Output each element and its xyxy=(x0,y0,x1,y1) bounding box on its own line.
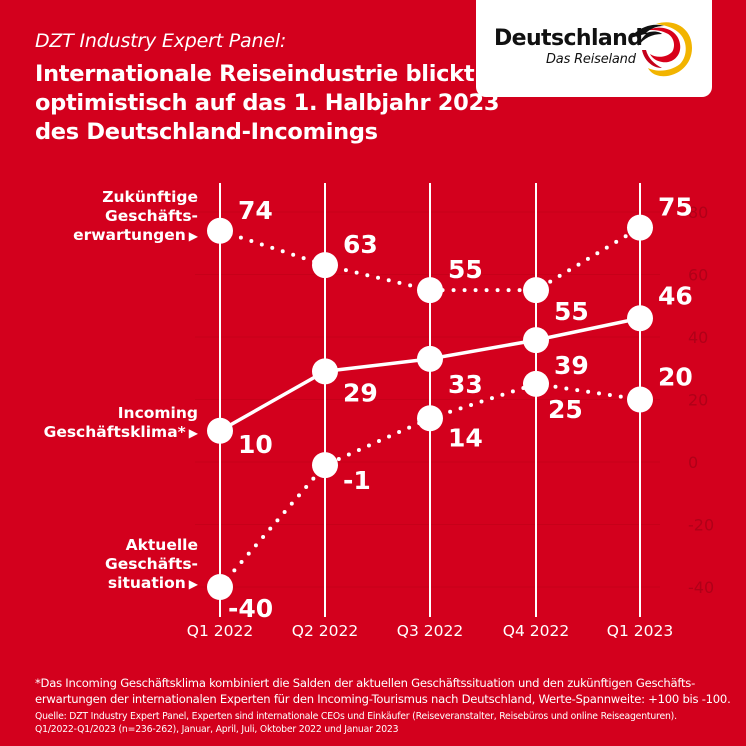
data-label: -40 xyxy=(228,594,273,623)
data-point xyxy=(417,345,443,372)
series-label-expectations: Zukünftige Geschäfts- erwartungen ▶ xyxy=(73,188,198,246)
data-label: 14 xyxy=(448,423,483,452)
footnote-line: erwartungen der internationalen Experten… xyxy=(35,691,731,706)
data-label: 20 xyxy=(658,363,693,392)
data-point xyxy=(523,277,549,304)
y-tick-label: -20 xyxy=(688,516,714,535)
data-point xyxy=(523,370,549,397)
x-tick-label: Q2 2022 xyxy=(292,622,358,640)
data-label: 46 xyxy=(658,281,693,310)
data-label: -1 xyxy=(343,466,371,495)
x-tick-label: Q1 2022 xyxy=(187,622,253,640)
y-tick-label: 60 xyxy=(688,266,708,285)
data-point xyxy=(312,452,338,479)
data-label: 10 xyxy=(238,430,273,459)
arrow-right-icon: ▶ xyxy=(188,577,198,591)
data-point xyxy=(627,305,653,332)
data-label: 25 xyxy=(548,395,583,424)
y-tick-label: -40 xyxy=(688,578,714,597)
data-label: 39 xyxy=(554,351,589,380)
data-point xyxy=(207,217,233,244)
source-line: Q1/2022-Q1/2023 (n=236-262), Januar, Apr… xyxy=(35,723,399,735)
data-point xyxy=(627,386,653,413)
panel-kicker: DZT Industry Expert Panel: xyxy=(35,30,287,52)
data-label: 75 xyxy=(658,193,693,222)
title-line: Internationale Reiseindustrie blickt xyxy=(35,61,475,87)
label-line: Incoming xyxy=(117,404,198,422)
label-line: erwartungen xyxy=(73,226,186,244)
label-line: Zukünftige xyxy=(102,188,198,206)
title-line: des Deutschland-Incomings xyxy=(35,119,378,145)
data-point xyxy=(417,405,443,432)
y-tick-label: 80 xyxy=(688,203,708,222)
data-point xyxy=(627,214,653,241)
x-tick-label: Q3 2022 xyxy=(397,622,463,640)
label-line: Geschäftsklima* xyxy=(43,423,186,441)
page-title: Internationale Reiseindustrie blickt opt… xyxy=(35,60,505,147)
label-line: Geschäfts- xyxy=(105,555,198,573)
data-label: 55 xyxy=(554,297,589,326)
y-tick-label: 0 xyxy=(688,453,698,472)
logo-wordmark: Deutschland xyxy=(494,26,643,51)
footnote-line: *Das Incoming Geschäftsklima kombiniert … xyxy=(35,676,696,690)
data-label: 29 xyxy=(343,378,378,407)
x-tick-label: Q1 2023 xyxy=(607,622,673,640)
data-label: 63 xyxy=(343,230,378,259)
data-label: 33 xyxy=(448,370,483,399)
label-line: Geschäfts- xyxy=(105,207,198,225)
series-label-situation: Aktuelle Geschäfts- situation ▶ xyxy=(105,536,198,594)
logo-tagline: Das Reiseland xyxy=(546,52,636,67)
data-point xyxy=(207,417,233,444)
footnote-source: Quelle: DZT Industry Expert Panel, Exper… xyxy=(35,711,735,736)
deutschland-logo: Deutschland Das Reiseland xyxy=(476,0,712,97)
data-point xyxy=(417,277,443,304)
data-label: 74 xyxy=(238,196,273,225)
data-point xyxy=(312,252,338,279)
arrow-right-icon: ▶ xyxy=(188,229,198,243)
y-tick-label: 20 xyxy=(688,391,708,410)
data-point xyxy=(207,574,233,600)
label-line: situation xyxy=(107,574,186,592)
germany-swirl-logo-icon xyxy=(630,22,692,77)
arrow-right-icon: ▶ xyxy=(188,426,198,440)
y-tick-label: 40 xyxy=(688,328,708,347)
data-label: 55 xyxy=(448,255,483,284)
title-line: optimistisch auf das 1. Halbjahr 2023 xyxy=(35,90,500,116)
label-line: Aktuelle xyxy=(125,536,198,554)
data-point xyxy=(523,327,549,354)
footnote-definition: *Das Incoming Geschäftsklima kombiniert … xyxy=(35,676,735,707)
data-point xyxy=(312,358,338,385)
x-tick-label: Q4 2022 xyxy=(503,622,569,640)
source-line: Quelle: DZT Industry Expert Panel, Exper… xyxy=(35,711,677,722)
series-label-climate: Incoming Geschäftsklima* ▶ xyxy=(44,404,198,443)
